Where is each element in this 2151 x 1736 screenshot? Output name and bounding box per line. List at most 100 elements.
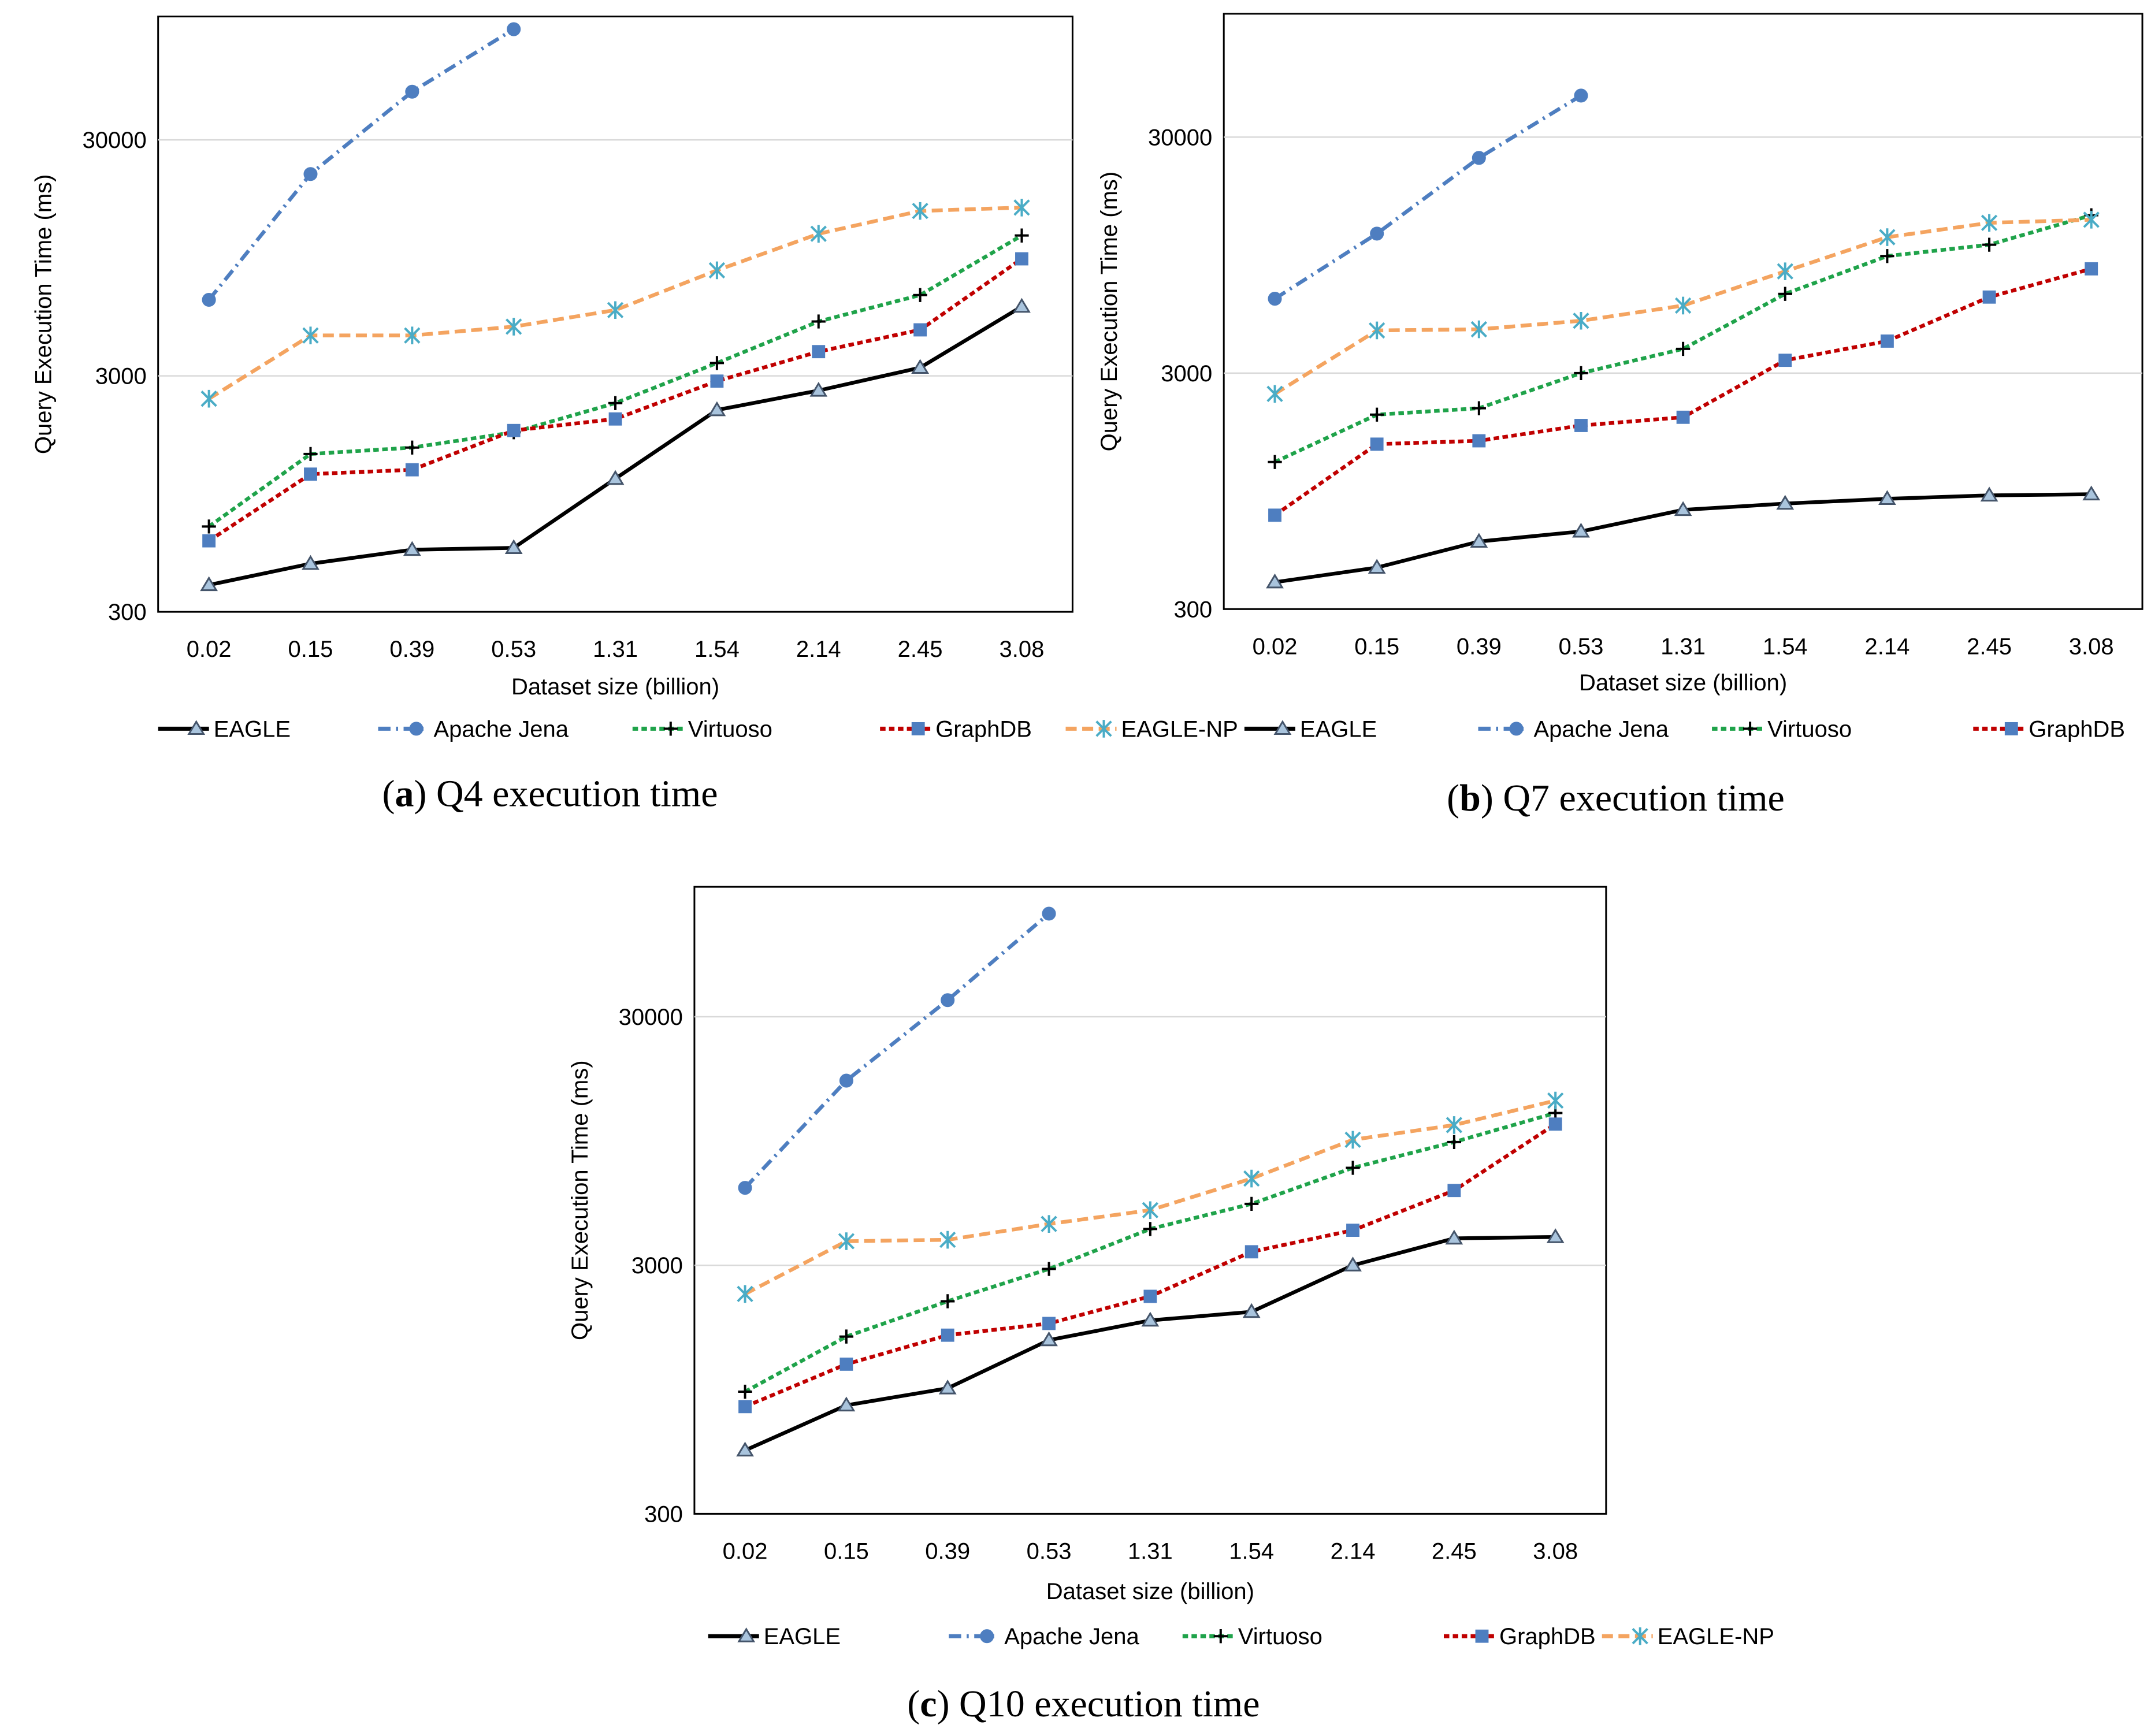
data-point [1674,296,1692,315]
data-point [1574,419,1588,432]
data-point [504,539,523,554]
data-point [939,1231,956,1249]
data-point [1268,508,1281,522]
data-point [1573,311,1589,330]
x-tick-label: 2.14 [796,637,841,662]
data-point [507,22,521,36]
data-point [405,84,419,99]
x-tick-label: 0.39 [925,1538,970,1564]
data-point [913,288,927,302]
x-tick-label: 0.39 [389,637,434,662]
data-point [1015,228,1029,243]
data-point [738,1384,752,1399]
legend-item-apache-jena: Apache Jena [949,1624,1139,1649]
data-point [302,555,320,570]
x-axis-label: Dataset size (billion) [511,674,719,700]
y-tick-label: 3000 [631,1253,683,1278]
data-point [1142,1201,1159,1220]
data-point [1574,88,1588,103]
data-point [1369,321,1385,340]
x-tick-label: 2.45 [898,637,943,662]
series-eagle-np [737,1091,1564,1303]
data-point [1548,1117,1562,1131]
data-point [1470,320,1487,339]
data-point [1472,434,1486,448]
series-virtuoso [738,1106,1563,1399]
legend-item-eagle-np: EAGLE-NP [1602,1624,1774,1649]
data-point [738,1400,752,1414]
data-point [606,470,625,485]
y-tick-label: 300 [644,1501,683,1527]
x-tick-label: 2.14 [1331,1538,1376,1564]
series-graphdb [202,252,1028,548]
data-point [1268,455,1282,469]
legend-marker [1095,720,1112,738]
data-point [1982,237,1997,252]
x-tick-label: 2.14 [1864,634,1909,659]
series-line [744,1111,1556,1393]
data-point [1470,533,1488,548]
data-point [1141,1311,1160,1327]
x-tick-label: 0.53 [1559,634,1604,659]
legend-marker [1743,722,1758,736]
series-line [1273,218,2091,396]
x-tick-label: 1.54 [1763,634,1808,659]
chart-panel-a: 300 3000 30000 0.02 0.15 0.39 0.53 1.31 1.54 2.14… [31,16,1238,815]
data-point [303,447,318,461]
data-point [941,993,955,1008]
data-point [1344,1131,1361,1149]
data-point [1346,1224,1359,1237]
series-eagle-np [1266,211,2100,403]
data-point [811,314,826,329]
data-point [810,225,827,243]
series-line [1274,213,2092,464]
data-point [1674,501,1692,516]
legend-marker [1273,720,1292,735]
legend-marker [737,1627,756,1642]
data-point [1676,410,1690,424]
y-tick-label: 300 [108,600,147,625]
legend-label: Virtuoso [1238,1624,1322,1649]
chart-panel-b: 300 3000 30000 0.02 0.15 0.39 0.53 1.31 1.54 2.14… [1097,13,2143,819]
data-point [608,412,622,426]
data-point [302,326,319,344]
legend-label: EAGLE-NP [1121,716,1238,742]
x-tick-label: 0.02 [187,637,232,662]
data-point [1574,366,1588,380]
x-tick-label: 0.15 [1354,634,1399,659]
legend-label: GraphDB [2029,716,2125,742]
data-point [202,519,216,534]
series-line [207,27,515,302]
caption-letter: b [1459,777,1481,819]
series-apache-jena [1268,88,1588,306]
data-point [404,326,421,344]
data-point [709,356,725,370]
data-point [1472,151,1486,165]
data-point [1445,1229,1463,1245]
data-point [839,1357,853,1371]
legend-item-graphdb: GraphDB [1444,1624,1596,1649]
data-point [1013,298,1031,313]
data-point [1370,437,1384,451]
data-point [1879,228,1896,246]
data-point [1370,226,1384,241]
data-point [507,423,521,437]
data-point [1243,1169,1260,1188]
legend-label: Apache Jena [1004,1624,1139,1649]
data-point [1042,1262,1056,1276]
figure-caption: (b) Q7 execution time [1447,777,1785,819]
series-line [207,233,1023,528]
data-point [1880,249,1894,263]
data-point [1242,1303,1261,1318]
data-point [1777,262,1793,280]
legend-label: EAGLE [1300,716,1377,742]
figure-caption: (c) Q10 execution time [907,1683,1260,1725]
data-point [737,1285,753,1303]
series-apache-jena [738,906,1056,1195]
x-tick-label: 0.15 [824,1538,869,1564]
data-point [1346,1161,1360,1175]
data-point [1143,1222,1158,1236]
data-point [303,167,318,181]
x-tick-label: 3.08 [2069,634,2114,659]
